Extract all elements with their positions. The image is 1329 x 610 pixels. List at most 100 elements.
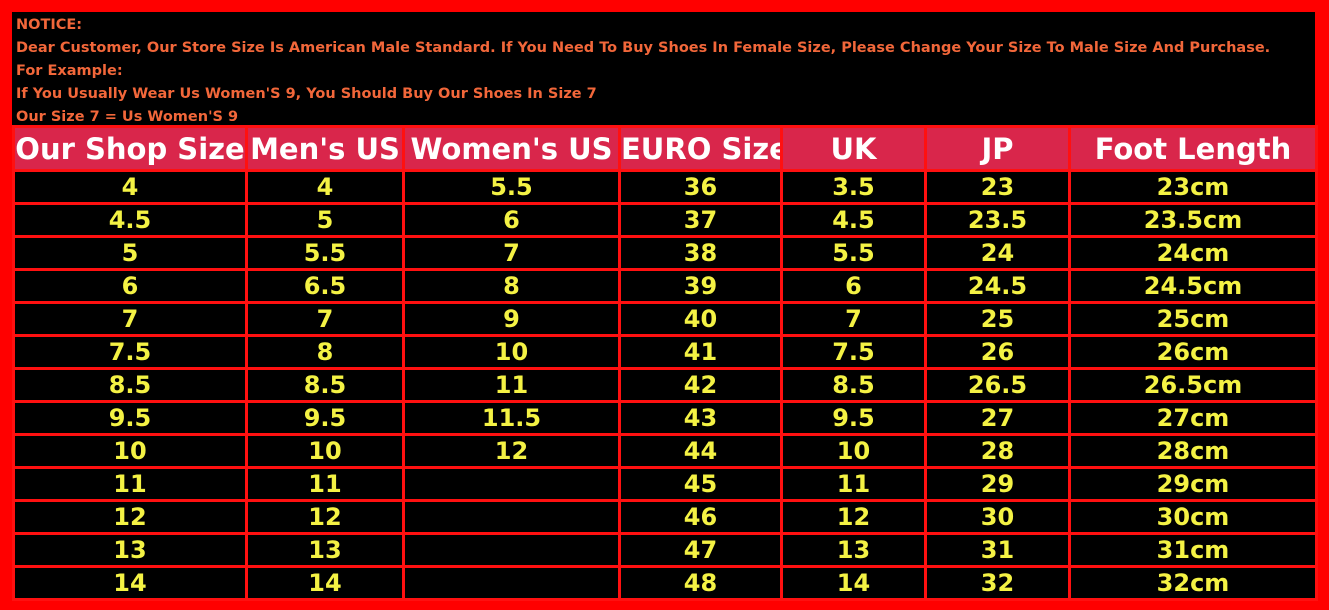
table-cell: 38 [618,235,783,271]
table-cell: 47 [618,532,783,568]
table-cell: 6 [12,268,248,304]
table-cell: 5.5 [780,235,927,271]
table-cell: 23.5cm [1068,202,1318,238]
table-cell: 7 [245,301,405,337]
table-cell: 4 [245,169,405,205]
table-cell: 12 [402,433,621,469]
header-cell: UK [780,125,927,172]
table-row: 10 10 12 44 10 28 28cm [12,433,1318,469]
table-cell: 3.5 [780,169,927,205]
table-cell: 11 [12,466,248,502]
table-row: 14 14 48 14 32 32cm [12,565,1318,601]
table-row: 9.5 9.5 11.5 43 9.5 27 27cm [12,400,1318,436]
table-cell: 26 [924,334,1071,370]
header-cell: JP [924,125,1071,172]
table-row: 8.5 8.5 11 42 8.5 26.5 26.5cm [12,367,1318,403]
table-row: 5 5.5 7 38 5.5 24 24cm [12,235,1318,271]
table-cell: 9 [402,301,621,337]
table-cell: 31 [924,532,1071,568]
table-cell: 26cm [1068,334,1318,370]
table-cell: 13 [12,532,248,568]
table-cell: 10 [402,334,621,370]
notice-line: Dear Customer, Our Store Size Is America… [16,40,1271,56]
table-cell: 5.5 [245,235,405,271]
table-cell: 7 [780,301,927,337]
table-cell: 43 [618,400,783,436]
table-cell: 8.5 [12,367,248,403]
size-table: Our Shop Size Men's US Women's US EURO Size… [12,125,1318,601]
notice-line: If You Usually Wear Us Women'S 9, You Sh… [16,86,597,102]
table-cell: 46 [618,499,783,535]
table-row: 11 11 45 11 29 29cm [12,466,1318,502]
table-cell: 11.5 [402,400,621,436]
table-cell: 24 [924,235,1071,271]
header-cell: Foot Length [1068,125,1318,172]
table-cell: 26.5 [924,367,1071,403]
table-cell: 44 [618,433,783,469]
table-cell: 30cm [1068,499,1318,535]
table-cell: 9.5 [245,400,405,436]
notice-line: For Example: [16,63,123,79]
header-cell: Our Shop Size [12,125,248,172]
table-cell: 13 [245,532,405,568]
table-row: 7.5 8 10 41 7.5 26 26cm [12,334,1318,370]
table-cell: 40 [618,301,783,337]
table-cell [402,532,621,568]
table-cell: 31cm [1068,532,1318,568]
table-cell: 24cm [1068,235,1318,271]
table-cell: 11 [245,466,405,502]
table-cell: 14 [245,565,405,601]
notice: NOTICE: Dear Customer, Our Store Size Is … [12,12,1315,125]
table-cell [402,499,621,535]
table-cell: 5.5 [402,169,621,205]
table-cell: 27 [924,400,1071,436]
table-cell: 11 [402,367,621,403]
table-row: 6 6.5 8 39 6 24.5 24.5cm [12,268,1318,304]
table-cell: 12 [245,499,405,535]
table-cell: 36 [618,169,783,205]
header-cell: Women's US [402,125,621,172]
table-cell: 8.5 [780,367,927,403]
table-cell: 10 [780,433,927,469]
table-cell: 23.5 [924,202,1071,238]
table-cell: 7 [12,301,248,337]
table-row: 4.5 5 6 37 4.5 23.5 23.5cm [12,202,1318,238]
table-cell: 23cm [1068,169,1318,205]
table-cell: 8.5 [245,367,405,403]
table-cell: 13 [780,532,927,568]
table-cell: 30 [924,499,1071,535]
table-cell: 28cm [1068,433,1318,469]
table-cell: 24.5cm [1068,268,1318,304]
table-row: 7 7 9 40 7 25 25cm [12,301,1318,337]
table-cell: 28 [924,433,1071,469]
table-cell: 14 [12,565,248,601]
table-cell: 26.5cm [1068,367,1318,403]
table-cell: 10 [245,433,405,469]
table-cell: 6 [402,202,621,238]
table-cell: 7 [402,235,621,271]
table-cell: 5 [12,235,248,271]
table-cell: 27cm [1068,400,1318,436]
table-cell: 12 [12,499,248,535]
table-cell: 8 [245,334,405,370]
header-cell: Men's US [245,125,405,172]
table-cell: 4.5 [12,202,248,238]
table-cell: 7.5 [780,334,927,370]
table-cell: 5 [245,202,405,238]
notice-line: Our Size 7 = Us Women'S 9 [16,109,239,125]
table-cell [402,565,621,601]
table-cell: 11 [780,466,927,502]
table-row: 4 4 5.5 36 3.5 23 23cm [12,169,1318,205]
table-cell: 23 [924,169,1071,205]
table-cell: 8 [402,268,621,304]
table-row: 12 12 46 12 30 30cm [12,499,1318,535]
table-cell: 4.5 [780,202,927,238]
table-cell: 6 [780,268,927,304]
header-row: Our Shop Size Men's US Women's US EURO Size… [12,125,1318,172]
table-cell: 45 [618,466,783,502]
table-cell: 39 [618,268,783,304]
table-row: 13 13 47 13 31 31cm [12,532,1318,568]
table-cell: 25 [924,301,1071,337]
table-cell [402,466,621,502]
